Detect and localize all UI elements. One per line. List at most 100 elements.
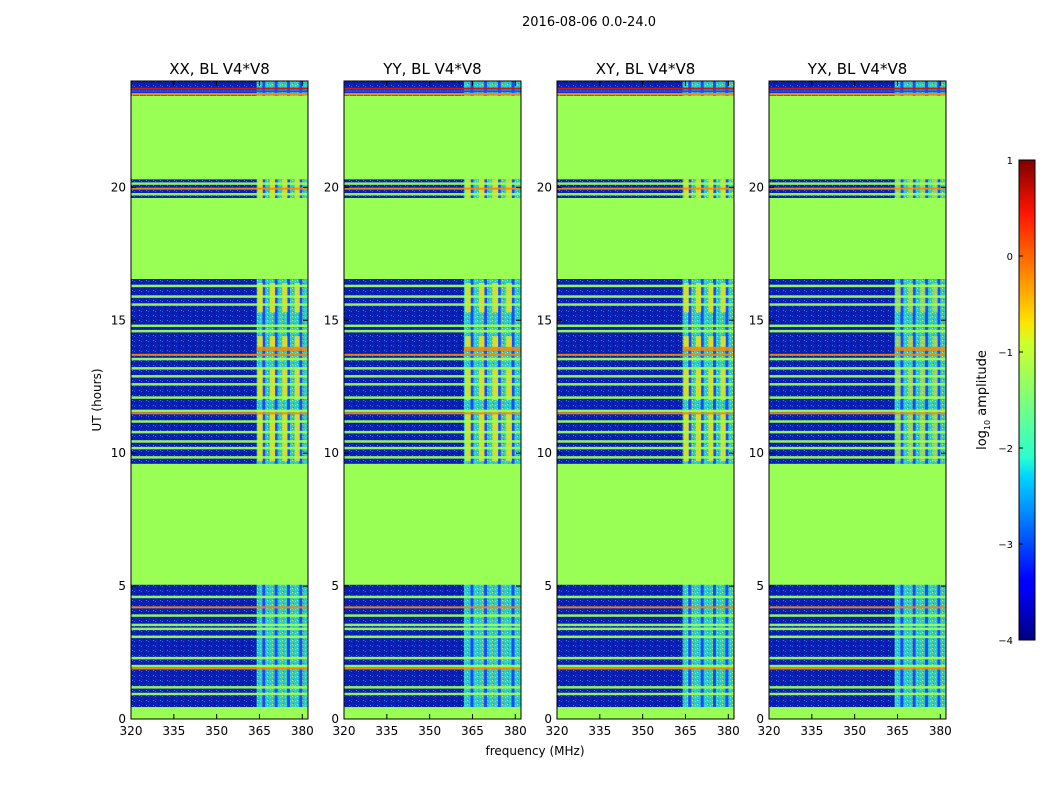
band-gap [286,81,290,719]
band-gap [688,81,692,719]
rfi-line [557,396,734,399]
band-hot-segment [294,410,300,462]
rfi-line [344,353,521,356]
rfi-line [557,412,734,415]
rfi-line [769,303,946,306]
band-hot-segment [257,336,263,350]
rfi-line [557,353,734,356]
rfi-line [344,623,521,627]
band-hot-segment [683,336,689,350]
flagged-block [344,197,521,280]
rfi-line [557,664,734,668]
band-gap [497,81,501,719]
top-noise-line [131,90,308,93]
rfi-line [557,329,734,333]
rfi-line [557,357,734,361]
band-gap [274,81,278,719]
colorbar-gradient [1019,160,1035,640]
rfi-line [769,614,946,617]
y-tick-label: 0 [331,712,339,726]
x-tick-label: 365 [674,724,697,738]
panel-4: YX, BL V4*V8 320 335 350 365 380 0 5 10 15 20 [749,60,952,738]
rfi-line [344,187,521,190]
rfi-line [131,635,308,639]
rfi-line [344,627,521,631]
y-tick-label: 0 [544,712,552,726]
band-rfi-row [894,346,946,351]
y-tick-label: 0 [118,712,126,726]
colorbar: 1 0 −1 −2 −3 −4 log10 amplitude [975,156,1036,647]
rfi-line [557,614,734,617]
band-hot-segment [506,336,512,350]
band-hot-segment [282,336,288,350]
rfi-line [131,187,308,190]
rfi-line [131,353,308,356]
top-rfi-line [557,87,734,90]
rfi-line [131,303,308,306]
colorbar-frame [1018,159,1036,641]
band-hot-segment [907,410,914,462]
rfi-line [557,367,734,370]
rfi-line [769,606,946,609]
rfi-line [344,329,521,333]
rfi-line [769,456,946,459]
rfi-line [344,357,521,361]
rfi-line [769,664,946,668]
rfi-line [557,656,734,660]
rfi-line [131,656,308,660]
flagged-block [769,707,946,719]
flagged-block [344,707,521,719]
rfi-line [769,409,946,413]
panel-title: YY, BL V4*V8 [382,60,481,78]
top-noise-line [769,90,946,93]
y-tick-label: 10 [111,446,126,460]
rfi-line [344,192,521,196]
rfi-line [769,295,946,298]
x-tick-label: 380 [291,724,314,738]
rfi-line [344,635,521,639]
rfi-line [557,606,734,609]
panel-grid: XX, BL V4*V8 320 335 350 365 380 0 5 10 15 20 UT (h… [90,60,952,758]
colorbar-tick-label: −1 [998,348,1013,359]
colorbar-ticks: 1 0 −1 −2 −3 −4 [998,156,1023,647]
band-gap [511,81,515,719]
rfi-line [557,383,734,386]
x-tick-label: 335 [375,724,398,738]
rfi-line [557,430,734,434]
top-rfi-line [769,92,946,95]
rfi-line [131,367,308,370]
band-gap [484,81,488,719]
x-tick-label: 350 [205,724,228,738]
y-tick-label: 15 [537,313,552,327]
rfi-line [769,635,946,639]
flagged-block [557,707,734,719]
rfi-line [557,375,734,378]
band-gap [937,81,941,719]
rfi-line [769,623,946,627]
rfi-line [769,440,946,443]
panel-title: YX, BL V4*V8 [807,60,908,78]
rfi-line [131,192,308,196]
rfi-line [769,329,946,333]
rfi-line [344,446,521,450]
band-gap [299,81,303,719]
rfi-line [557,409,734,413]
band-hot-segment [932,336,938,350]
flagged-block [557,197,734,280]
rfi-line [344,396,521,399]
rfi-line [131,692,308,696]
x-tick-label: 335 [588,724,611,738]
x-tick-label: 320 [758,724,781,738]
y-tick-label: 5 [331,579,339,593]
flagged-block [557,95,734,180]
band-hot-segment [478,336,485,350]
rfi-line [131,396,308,399]
rfi-line [131,614,308,617]
rfi-line [557,182,734,185]
band-gap [900,81,904,719]
rfi-line [769,396,946,399]
rfi-line [557,456,734,459]
y-axis-label: UT (hours) [90,368,104,431]
top-rfi-line [769,87,946,90]
rfi-line [131,324,308,328]
